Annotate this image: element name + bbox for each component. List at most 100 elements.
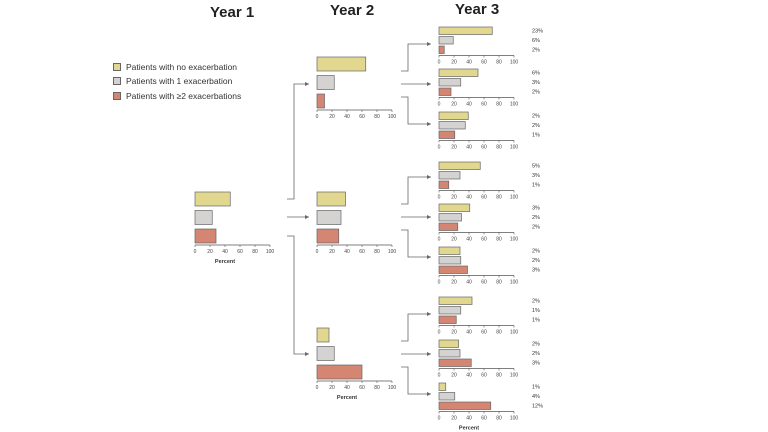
year1-tick-label-60: 60 xyxy=(237,249,243,255)
year3-panel-7-pct-one-exacerbation: 1% xyxy=(532,308,540,314)
legend-swatch-two-plus-exacerbations xyxy=(113,91,121,100)
legend-label-one-exacerbation: Patients with 1 exacerbation xyxy=(126,76,233,86)
year3-panel-2-bar-one-exacerbation xyxy=(438,78,462,87)
year3-panel-7-tick-label-60: 60 xyxy=(481,330,487,336)
arrow-y2-1-to-y3-bottom xyxy=(401,96,431,126)
year3-panel-6-bar-two-plus-exacerbations xyxy=(438,265,468,274)
year3-panel-4-tick-label-100: 100 xyxy=(510,195,519,201)
year2-panel-1-bar-one-exacerbation xyxy=(316,75,335,90)
year3-panel-7-pct-no-exacerbation: 2% xyxy=(532,299,540,305)
year3-panel-6-tick-label-80: 80 xyxy=(496,280,502,286)
legend-swatch-one-exacerbation xyxy=(113,77,121,85)
year3-panel-6-tick-label-0: 0 xyxy=(438,280,441,286)
year3-panel-6-bar-one-exacerbation xyxy=(438,256,462,265)
year3-panel-7-tick-label-0: 0 xyxy=(438,330,441,336)
year3-panel-2-pct-no-exacerbation: 6% xyxy=(532,71,540,77)
legend-item-no-exacerbation: Patients with no exacerbation xyxy=(113,60,241,73)
year3-panel-8-bar-no-exacerbation xyxy=(438,339,459,348)
year2-panel-2-tick-label-80: 80 xyxy=(374,249,380,255)
year3-panel-6-pct-no-exacerbation: 2% xyxy=(532,249,540,255)
year3-panel-9-tick-label-60: 60 xyxy=(481,416,487,422)
legend-label-two-plus-exacerbations: Patients with ≥2 exacerbations xyxy=(126,90,242,101)
year2-panel-3-bar-two-plus-exacerbations xyxy=(316,364,363,380)
year-2-title: Year 2 xyxy=(330,2,375,19)
year3-panel-8-pct-two-plus-exacerbations: 3% xyxy=(532,361,540,367)
year-1-title: Year 1 xyxy=(210,4,255,21)
year3-panel-7-bar-no-exacerbation xyxy=(438,296,473,305)
year3-panel-9-pct-two-plus-exacerbations: 12% xyxy=(532,404,543,410)
year3-panel-7-tick-label-20: 20 xyxy=(451,330,457,336)
year3-panel-6-bar-no-exacerbation xyxy=(438,246,461,255)
arrow-y2-2-to-y3-top xyxy=(401,175,431,205)
year2-panel-2-tick-label-0: 0 xyxy=(316,249,319,255)
year3-panel-4-tick-label-40: 40 xyxy=(466,195,472,201)
year3-panel-2-tick-label-20: 20 xyxy=(451,102,457,108)
year2-panel-2-bar-one-exacerbation xyxy=(316,210,342,225)
year1-bar-one-exacerbation xyxy=(194,210,213,225)
year3-panel-8-tick-label-40: 40 xyxy=(466,373,472,379)
year3-panel-5-pct-two-plus-exacerbations: 2% xyxy=(532,225,540,231)
year3-panel-6-tick-label-60: 60 xyxy=(481,280,487,286)
year3-panel-1-tick-label-60: 60 xyxy=(481,60,487,66)
year3-panel-1-tick-label-20: 20 xyxy=(451,60,457,66)
legend-label-no-exacerbation: Patients with no exacerbation xyxy=(126,61,238,72)
year2-panel-2-tick-label-60: 60 xyxy=(359,249,365,255)
year2-panel-3-bar-no-exacerbation xyxy=(316,327,330,343)
year3-panel-1-tick-label-40: 40 xyxy=(466,60,472,66)
year3-panel-6-tick-label-40: 40 xyxy=(466,280,472,286)
arrow-y2-1-to-y3-top xyxy=(401,42,431,72)
year3-panel-3-bar-no-exacerbation xyxy=(438,111,469,120)
year3-panel-9-tick-label-80: 80 xyxy=(496,416,502,422)
arrow-y1-to-y2-panel-1 xyxy=(287,82,309,200)
year2-panel-1-tick-label-20: 20 xyxy=(329,114,335,120)
year3-panel-1-bar-two-plus-exacerbations xyxy=(438,45,445,54)
year3-panel-1-bar-no-exacerbation xyxy=(438,26,493,35)
year2-panel-3-tick-label-20: 20 xyxy=(329,385,335,391)
year3-panel-9-bar-two-plus-exacerbations xyxy=(438,401,492,410)
year3-panel-3-tick-label-20: 20 xyxy=(451,145,457,151)
year2-panel-3-bar-one-exacerbation xyxy=(316,346,335,361)
year3-panel-8-bar-one-exacerbation xyxy=(438,349,461,358)
year3-panel-4-pct-no-exacerbation: 5% xyxy=(532,164,540,170)
year3-panel-9-tick-label-40: 40 xyxy=(466,416,472,422)
legend-item-two-plus-exacerbations: Patients with ≥2 exacerbations xyxy=(113,89,241,102)
legend-item-one-exacerbation: Patients with 1 exacerbation xyxy=(113,75,241,88)
year3-panel-1-tick-label-80: 80 xyxy=(496,60,502,66)
year3-panel-3-tick-label-0: 0 xyxy=(438,145,441,151)
year3-panel-7-tick-label-100: 100 xyxy=(510,330,519,336)
year3-panel-3-bar-two-plus-exacerbations xyxy=(438,130,456,139)
year3-panel-4-bar-one-exacerbation xyxy=(438,171,461,180)
year3-panel-7-bar-one-exacerbation xyxy=(438,306,462,315)
arrow-y2-2-to-y3-bottom xyxy=(401,229,431,259)
year2-panel-1-tick-label-0: 0 xyxy=(316,114,319,120)
year2-panel-3-x-label: Percent xyxy=(337,395,357,401)
year3-panel-6-pct-one-exacerbation: 2% xyxy=(532,258,540,264)
year3-panel-5-bar-two-plus-exacerbations xyxy=(438,222,459,231)
year3-panel-1-tick-label-0: 0 xyxy=(438,60,441,66)
year3-panel-3-tick-label-80: 80 xyxy=(496,145,502,151)
year3-panel-2-pct-two-plus-exacerbations: 2% xyxy=(532,90,540,96)
year3-panel-6-pct-two-plus-exacerbations: 3% xyxy=(532,268,540,274)
year3-panel-5-tick-label-60: 60 xyxy=(481,237,487,243)
year1-tick-label-20: 20 xyxy=(207,249,213,255)
year1-bar-no-exacerbation xyxy=(194,191,231,207)
year2-panel-1-tick-label-80: 80 xyxy=(374,114,380,120)
year3-panel-2-tick-label-80: 80 xyxy=(496,102,502,108)
arrow-y2-3-to-y3-bottom xyxy=(401,366,431,396)
year1-tick-label-100: 100 xyxy=(266,249,275,255)
year3-panel-1-pct-one-exacerbation: 6% xyxy=(532,38,540,44)
year3-panel-7-bar-two-plus-exacerbations xyxy=(438,315,457,324)
year3-panel-3-tick-label-40: 40 xyxy=(466,145,472,151)
year3-panel-9-bar-no-exacerbation xyxy=(438,382,447,391)
year3-panel-5-tick-label-40: 40 xyxy=(466,237,472,243)
year3-panel-2-tick-label-100: 100 xyxy=(510,102,519,108)
year3-panel-7-tick-label-80: 80 xyxy=(496,330,502,336)
year3-panel-5-pct-one-exacerbation: 2% xyxy=(532,215,540,221)
year3-panel-2-tick-label-0: 0 xyxy=(438,102,441,108)
year3-panel-5-tick-label-100: 100 xyxy=(510,237,519,243)
year3-panel-8-tick-label-100: 100 xyxy=(510,373,519,379)
year3-panel-3-tick-label-60: 60 xyxy=(481,145,487,151)
year3-panel-3-tick-label-100: 100 xyxy=(510,145,519,151)
year3-panel-1-tick-label-100: 100 xyxy=(510,60,519,66)
